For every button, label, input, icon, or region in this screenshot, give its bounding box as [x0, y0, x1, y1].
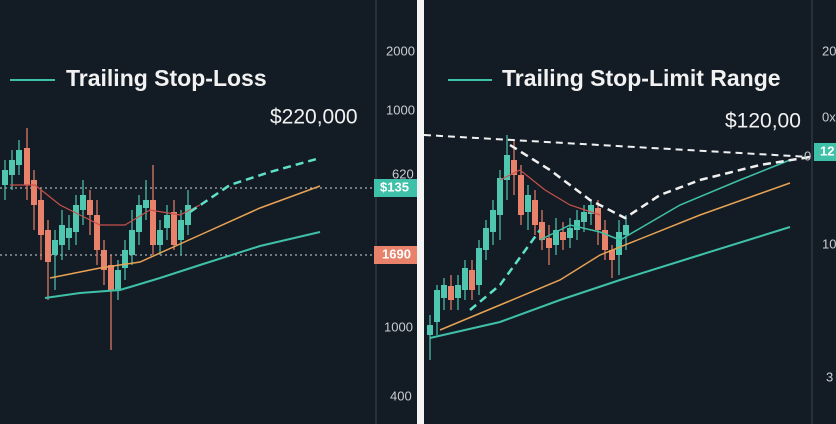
legend-label: Trailing Stop-Loss: [66, 65, 267, 91]
candle: [16, 150, 22, 165]
legend-label: Trailing Stop-Limit Range: [502, 65, 781, 91]
candle: [623, 225, 629, 235]
candle: [73, 205, 79, 232]
candle: [115, 270, 121, 290]
candle: [567, 228, 573, 238]
candle: [497, 178, 503, 215]
axis-label: 620: [392, 166, 414, 181]
candle: [448, 286, 454, 300]
divider: [417, 0, 424, 424]
axis-label: 1000: [384, 319, 413, 334]
candle: [553, 230, 559, 245]
tag-label: 12: [820, 143, 834, 158]
candle: [101, 250, 107, 270]
trail-line: [429, 226, 791, 339]
candles: [2, 128, 629, 360]
price-line: [499, 169, 601, 216]
candle: [525, 195, 531, 212]
candle: [2, 170, 8, 185]
candle: [178, 220, 184, 240]
candle: [616, 232, 622, 255]
axis-label: 2000: [386, 43, 415, 58]
axis-label: 400: [390, 388, 412, 403]
candle: [602, 230, 608, 250]
trail-line: [49, 185, 321, 279]
candle: [150, 200, 156, 245]
candle: [45, 230, 51, 262]
candle: [574, 220, 580, 230]
candle: [518, 175, 524, 215]
candle: [24, 148, 30, 185]
axis-label: 3: [826, 369, 833, 384]
price-tag: [374, 179, 417, 197]
candle: [581, 212, 587, 222]
candle: [108, 265, 114, 290]
candle: [469, 270, 475, 290]
candle: [66, 228, 72, 238]
right-panel: [424, 0, 836, 424]
candle: [164, 215, 170, 228]
candle: [434, 290, 440, 322]
candle: [52, 240, 58, 255]
tag-label: 0: [804, 148, 811, 163]
candle: [609, 250, 615, 260]
axis-label: 0x: [822, 109, 836, 124]
trail-line: [539, 159, 791, 241]
candle: [441, 285, 447, 298]
candle: [171, 212, 177, 245]
candle: [427, 325, 433, 335]
candle: [546, 238, 552, 248]
candle: [87, 200, 93, 215]
tag-label: $135: [380, 179, 409, 194]
candle: [9, 160, 15, 175]
candle: [532, 200, 538, 225]
candle: [483, 228, 489, 250]
candle: [455, 285, 461, 298]
price-label: $120,00: [725, 110, 801, 133]
trail-dash: [189, 156, 321, 214]
candle: [59, 225, 65, 245]
candle: [129, 230, 135, 255]
candle: [476, 248, 482, 285]
trail-line: [44, 231, 321, 299]
candle: [80, 195, 86, 210]
trail-dash: [469, 229, 542, 311]
candle: [560, 232, 566, 240]
price-tag: [374, 246, 417, 264]
price-line: [10, 184, 201, 226]
left-panel: [0, 0, 417, 424]
candle: [185, 205, 191, 225]
candle: [38, 200, 44, 235]
candle: [511, 160, 517, 175]
price-tag: [814, 143, 836, 161]
axis-label: 10: [822, 236, 836, 251]
candle: [490, 210, 496, 232]
limit-line: [423, 134, 811, 158]
candle: [504, 155, 510, 180]
trail-line: [439, 182, 791, 331]
axis-label: 20: [822, 43, 836, 58]
candle: [157, 230, 163, 245]
candle: [588, 205, 594, 214]
candle: [31, 180, 37, 205]
price-label: $220,000: [270, 106, 358, 129]
candle: [462, 268, 468, 290]
axis-label: 1000: [386, 102, 415, 117]
candle: [136, 205, 142, 232]
tag-label: 1690: [382, 246, 411, 261]
candle: [595, 208, 601, 230]
candle: [143, 200, 149, 208]
stop-dash: [509, 143, 811, 220]
candle: [122, 250, 128, 268]
candle: [539, 222, 545, 240]
candle: [94, 215, 100, 250]
